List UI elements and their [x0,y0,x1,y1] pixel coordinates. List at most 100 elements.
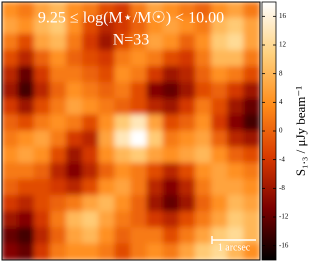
heatmap-cell [98,146,116,164]
heatmap-cell [243,98,260,116]
heatmap-cell [66,227,84,245]
heatmap-cell [33,98,51,116]
heatmap-cell [195,243,213,260]
heatmap-cell [146,98,164,116]
heatmap-cell [227,178,245,196]
heatmap-cell [178,146,196,164]
heatmap-cell [2,195,19,213]
heatmap-cell [243,17,260,35]
heatmap-cell [66,114,84,132]
heatmap-cell [2,98,19,116]
heatmap-cell [130,98,148,116]
heatmap-cell [33,130,51,148]
heatmap-cell [227,146,245,164]
heatmap-cell [162,98,180,116]
heatmap-cell [146,243,164,260]
image-frame [1,1,261,261]
heatmap-cell [114,195,132,213]
heatmap-cell [98,211,116,229]
heatmap-cell [195,195,213,213]
heatmap-cells [2,2,260,260]
heatmap-cell [2,66,19,84]
heatmap-cell [49,66,67,84]
heatmap-cell [66,162,84,180]
heatmap-cell [49,195,67,213]
heatmap-cell [49,130,67,148]
heatmap-cell [66,66,84,84]
heatmap-cell [211,2,229,19]
heatmap-cell [49,33,67,51]
heatmap-cell [243,114,260,132]
heatmap-cell [130,162,148,180]
heatmap-cell [49,243,67,260]
colorbar-tick-label: 0 [279,127,283,135]
heatmap-cell [162,17,180,35]
heatmap-cell [98,98,116,116]
heatmap-cell [178,211,196,229]
heatmap-cell [33,146,51,164]
heatmap-cell [178,114,196,132]
heatmap-cell [146,146,164,164]
heatmap-cell [49,49,67,67]
heatmap-cell [178,98,196,116]
heatmap-cell [82,227,100,245]
heatmap-cell [66,2,84,19]
heatmap-cell [195,130,213,148]
heatmap-cell [2,211,19,229]
heatmap-cell [178,66,196,84]
heatmap-cell [195,49,213,67]
heatmap-cell [227,195,245,213]
heatmap-cell [227,82,245,100]
heatmap-cell [2,146,19,164]
heatmap-cell [227,98,245,116]
heatmap-cell [195,66,213,84]
heatmap-cell [49,98,67,116]
heatmap-cell [17,2,35,19]
heatmap-cell [82,211,100,229]
heatmap-cell [82,178,100,196]
heatmap-cell [243,33,260,51]
heatmap-cell [33,49,51,67]
heatmap-cell [195,162,213,180]
heatmap-cell [178,17,196,35]
heatmap-cell [17,98,35,116]
heatmap-cell [162,178,180,196]
heatmap-cell [211,162,229,180]
heatmap-cell [49,211,67,229]
heatmap-cell [227,243,245,260]
heatmap-cell [2,33,19,51]
heatmap-cell [17,49,35,67]
heatmap-cell [17,114,35,132]
heatmap-cell [227,114,245,132]
heatmap-cell [49,82,67,100]
heatmap-cell [98,2,116,19]
heatmap-cell [162,130,180,148]
heatmap-cell [195,146,213,164]
heatmap-cell [195,33,213,51]
heatmap-cell [243,178,260,196]
colorbar-tick-label: -16 [279,241,289,249]
heatmap-cell [162,195,180,213]
heatmap-cell [130,146,148,164]
heatmap-cell [195,82,213,100]
heatmap-cell [227,33,245,51]
heatmap-cell [98,33,116,51]
heatmap-cell [227,130,245,148]
heatmap-cell [211,178,229,196]
heatmap-cell [17,17,35,35]
heatmap-cell [114,227,132,245]
heatmap-cell [2,130,19,148]
heatmap-cell [178,33,196,51]
heatmap-cell [33,82,51,100]
heatmap-cell [211,66,229,84]
heatmap-cell [114,114,132,132]
heatmap-cell [130,195,148,213]
heatmap-cell [66,178,84,196]
heatmap-cell [146,33,164,51]
heatmap-cell [82,49,100,67]
colorbar-tick-label: 4 [279,98,283,106]
heatmap-cell [66,49,84,67]
heatmap-cell [146,2,164,19]
heatmap-cell [130,2,148,19]
